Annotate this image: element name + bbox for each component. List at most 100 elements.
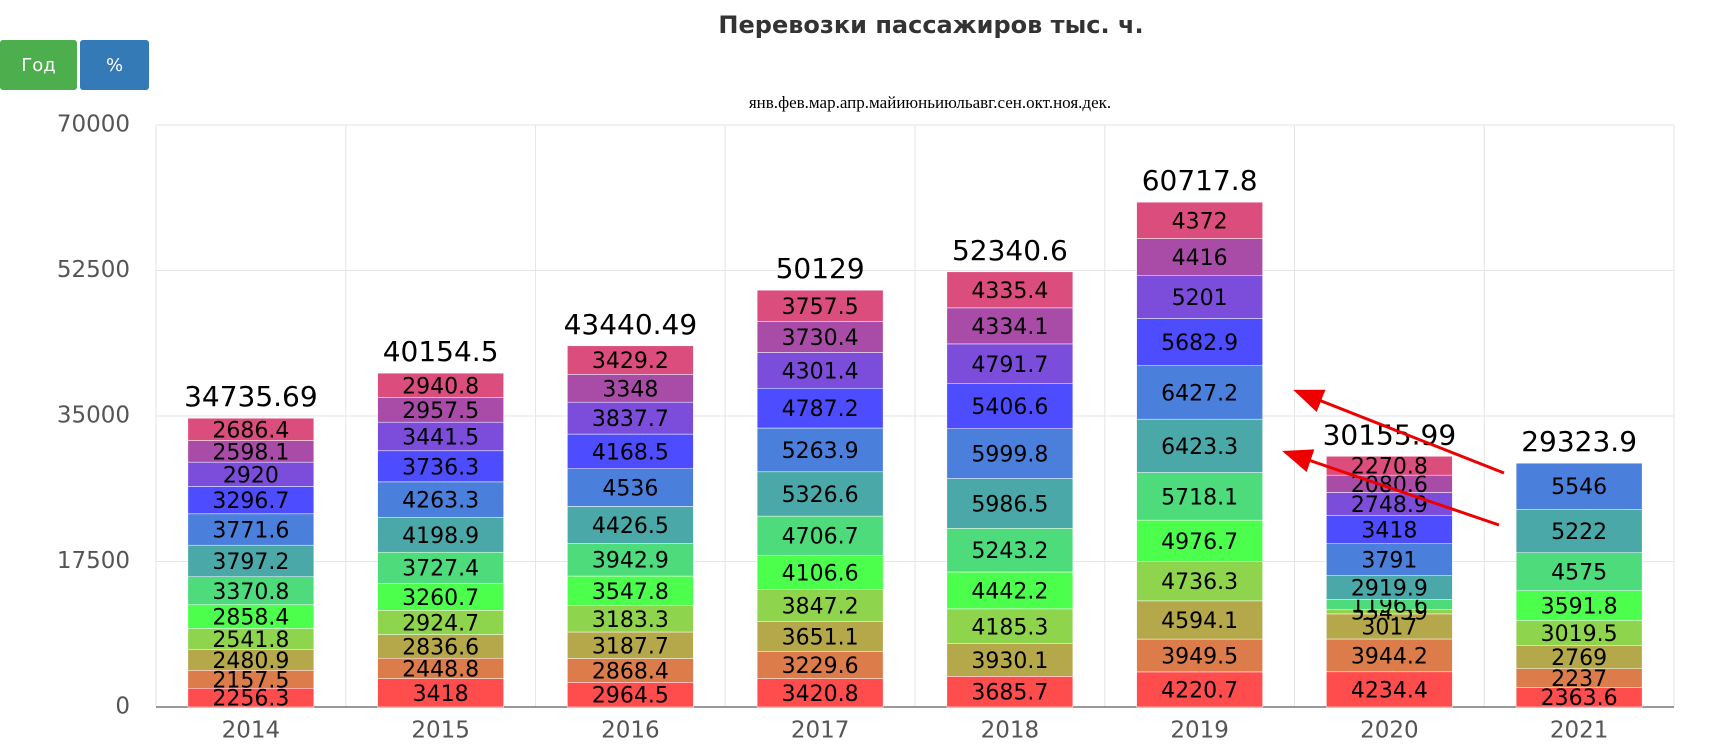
- segment-label: 2769: [1551, 646, 1607, 671]
- segment-label: 4334.1: [971, 315, 1048, 340]
- legend-entry: дек.: [1082, 93, 1111, 112]
- segment-label: 4234.4: [1351, 678, 1428, 703]
- bar-segment: [1136, 201, 1263, 239]
- segment-label: 5546: [1551, 475, 1607, 500]
- segment-label: 3930.1: [971, 649, 1048, 674]
- y-tick-label: 70000: [57, 112, 130, 138]
- bar-segment: [377, 421, 504, 452]
- bar-segment: [1136, 600, 1263, 640]
- segment-label: 4594.1: [1161, 609, 1238, 634]
- segment-label: 3847.2: [782, 594, 859, 619]
- y-tick-label: 17500: [57, 548, 130, 574]
- segment-label: 2924.7: [402, 611, 479, 636]
- bar-segment: [756, 387, 884, 429]
- bar-segment: [377, 551, 504, 584]
- segment-label: 3727.4: [402, 557, 479, 582]
- segment-label: 2836.6: [402, 635, 479, 660]
- legend-entry: мар.: [809, 93, 840, 112]
- bar-segment: [756, 621, 884, 652]
- bar-segment: [377, 582, 504, 611]
- bar-segment: [946, 643, 1074, 677]
- segment-label: 4442.2: [971, 579, 1048, 604]
- bar-segment: [567, 345, 694, 375]
- annotation-arrow: [1282, 449, 1500, 527]
- bar-segment: [946, 676, 1074, 708]
- legend-entry: ноя.: [1053, 93, 1082, 112]
- segment-label: 2940.8: [402, 374, 479, 399]
- bar-segment: [1136, 638, 1263, 673]
- segment-label: 4706.7: [782, 525, 859, 550]
- total-label: 40154.5: [383, 335, 499, 368]
- bar-segment: [1326, 515, 1453, 544]
- bar-segment: [756, 352, 884, 389]
- segment-label: 3736.3: [402, 455, 479, 480]
- segment-label: 3418: [413, 682, 469, 707]
- bar-segment: [377, 481, 504, 518]
- segment-label: 4372: [1172, 209, 1228, 234]
- segment-label: 3183.3: [592, 608, 669, 633]
- segment-label: 4426.5: [592, 514, 669, 539]
- bar-segment: [567, 543, 694, 577]
- percent-button[interactable]: %: [80, 40, 149, 90]
- bar-segment: [946, 428, 1074, 479]
- bar-segment: [1515, 590, 1643, 621]
- bar-segment: [377, 517, 504, 553]
- segment-label: 3797.2: [212, 550, 289, 575]
- bar-segment: [187, 486, 315, 515]
- segment-label: 3730.4: [782, 326, 859, 351]
- segment-label: 5986.5: [971, 492, 1048, 517]
- segment-label: 3685.7: [971, 681, 1048, 706]
- legend-entry: сен.: [997, 93, 1026, 112]
- bar-segment: [756, 471, 884, 517]
- segment-label: 2957.5: [402, 399, 479, 424]
- annotation-arrow: [1293, 389, 1505, 475]
- y-tick-label: 35000: [57, 403, 130, 429]
- segment-label: 3949.5: [1161, 644, 1238, 669]
- segment-label: 2598.1: [212, 440, 289, 465]
- segment-label: 3348: [602, 377, 658, 402]
- segment-label: 2157.5: [212, 668, 289, 693]
- segment-label: 2868.4: [592, 659, 669, 684]
- bar-segment: [187, 417, 315, 441]
- total-label: 34735.69: [184, 380, 318, 413]
- segment-label: 3547.8: [592, 580, 669, 605]
- segment-label: 4263.3: [402, 489, 479, 514]
- bar-segment: [756, 589, 884, 622]
- bar-segment: [377, 397, 504, 423]
- legend-entry: май: [869, 93, 896, 112]
- bar-segment: [1136, 671, 1263, 708]
- segment-label: 2920: [223, 463, 279, 488]
- segment-label: 3229.6: [782, 654, 859, 679]
- segment-label: 3757.5: [782, 295, 859, 320]
- segment-label: 5243.2: [971, 539, 1048, 564]
- segment-label: 4106.6: [782, 561, 859, 586]
- total-label: 43440.49: [564, 308, 698, 341]
- bar-segment: [756, 289, 884, 322]
- bar-segment: [946, 383, 1074, 429]
- bar-segment: [1136, 365, 1263, 420]
- legend: янв.фев.мар.апр.майиюньиюльавг.сен.окт.н…: [749, 93, 1111, 112]
- x-tick-label: 2021: [1550, 718, 1609, 744]
- segment-label: 4335.4: [971, 279, 1048, 304]
- bar-segment: [1326, 613, 1453, 640]
- segment-label: 5406.6: [971, 395, 1048, 420]
- segment-label: 2858.4: [212, 606, 289, 631]
- segment-label: 3418: [1361, 519, 1417, 544]
- segment-label: 2256.3: [212, 687, 289, 712]
- segment-label: 3019.5: [1541, 622, 1618, 647]
- segment-label: 3651.1: [782, 626, 859, 651]
- x-tick-label: 2017: [791, 718, 850, 744]
- segment-label: 4536: [602, 477, 658, 502]
- segment-label: 5222: [1551, 520, 1607, 545]
- bar-segment: [1326, 543, 1453, 576]
- x-tick-label: 2016: [601, 718, 660, 744]
- segment-label: 4198.9: [402, 524, 479, 549]
- segment-label: 3591.8: [1541, 595, 1618, 620]
- segment-label: 3771.6: [212, 519, 289, 544]
- segment-label: 4976.7: [1161, 530, 1238, 555]
- bar-segment: [1136, 472, 1263, 521]
- segment-label: 5682.9: [1161, 331, 1238, 356]
- year-button[interactable]: Год: [0, 40, 77, 90]
